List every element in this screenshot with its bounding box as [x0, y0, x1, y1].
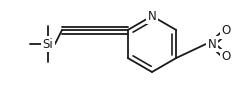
Text: N: N: [148, 10, 156, 23]
Text: O: O: [221, 24, 231, 37]
Text: O: O: [221, 51, 231, 64]
Text: N: N: [208, 37, 216, 51]
Text: Si: Si: [43, 37, 53, 51]
